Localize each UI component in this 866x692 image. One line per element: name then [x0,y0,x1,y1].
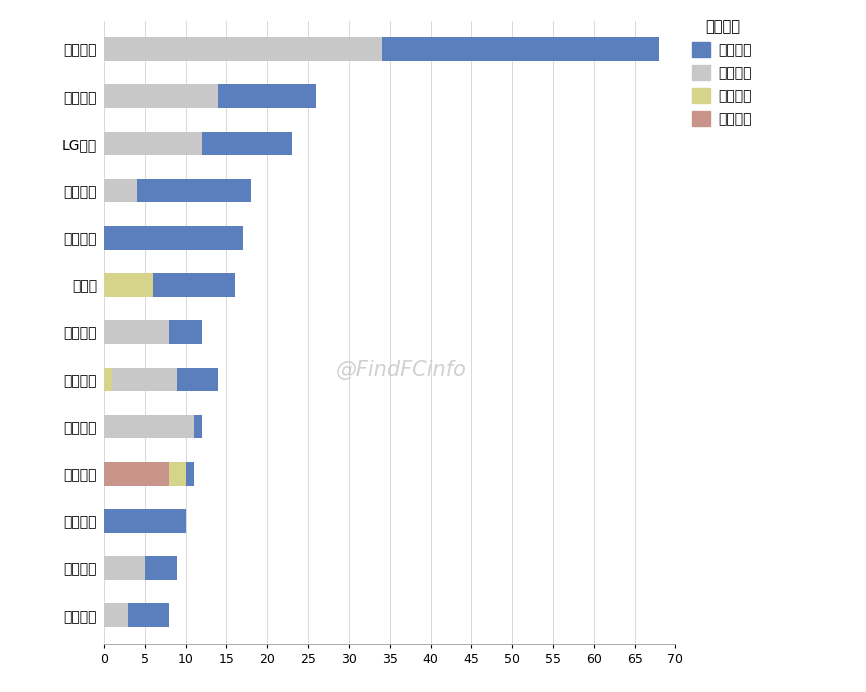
Bar [104,37,382,61]
Bar [104,462,169,486]
Bar [202,131,292,155]
Bar [169,462,185,486]
Bar [104,84,218,108]
Bar [178,367,218,391]
Bar [153,273,235,297]
Bar [104,415,194,438]
Bar [104,179,137,202]
Legend: 发明申请, 发明授权, 实用新型, 外观设计: 发明申请, 发明授权, 实用新型, 外观设计 [688,15,756,130]
Bar [128,603,169,627]
Bar [104,131,202,155]
Bar [194,415,202,438]
Bar [137,179,251,202]
Bar [382,37,659,61]
Text: @FindFCinfo: @FindFCinfo [336,360,467,379]
Bar [104,226,242,250]
Bar [104,273,153,297]
Bar [185,462,194,486]
Bar [169,320,202,344]
Bar [112,367,178,391]
Bar [104,367,112,391]
Bar [218,84,316,108]
Bar [104,556,145,580]
Bar [145,556,178,580]
Bar [104,509,185,533]
Bar [104,320,169,344]
Bar [104,603,128,627]
